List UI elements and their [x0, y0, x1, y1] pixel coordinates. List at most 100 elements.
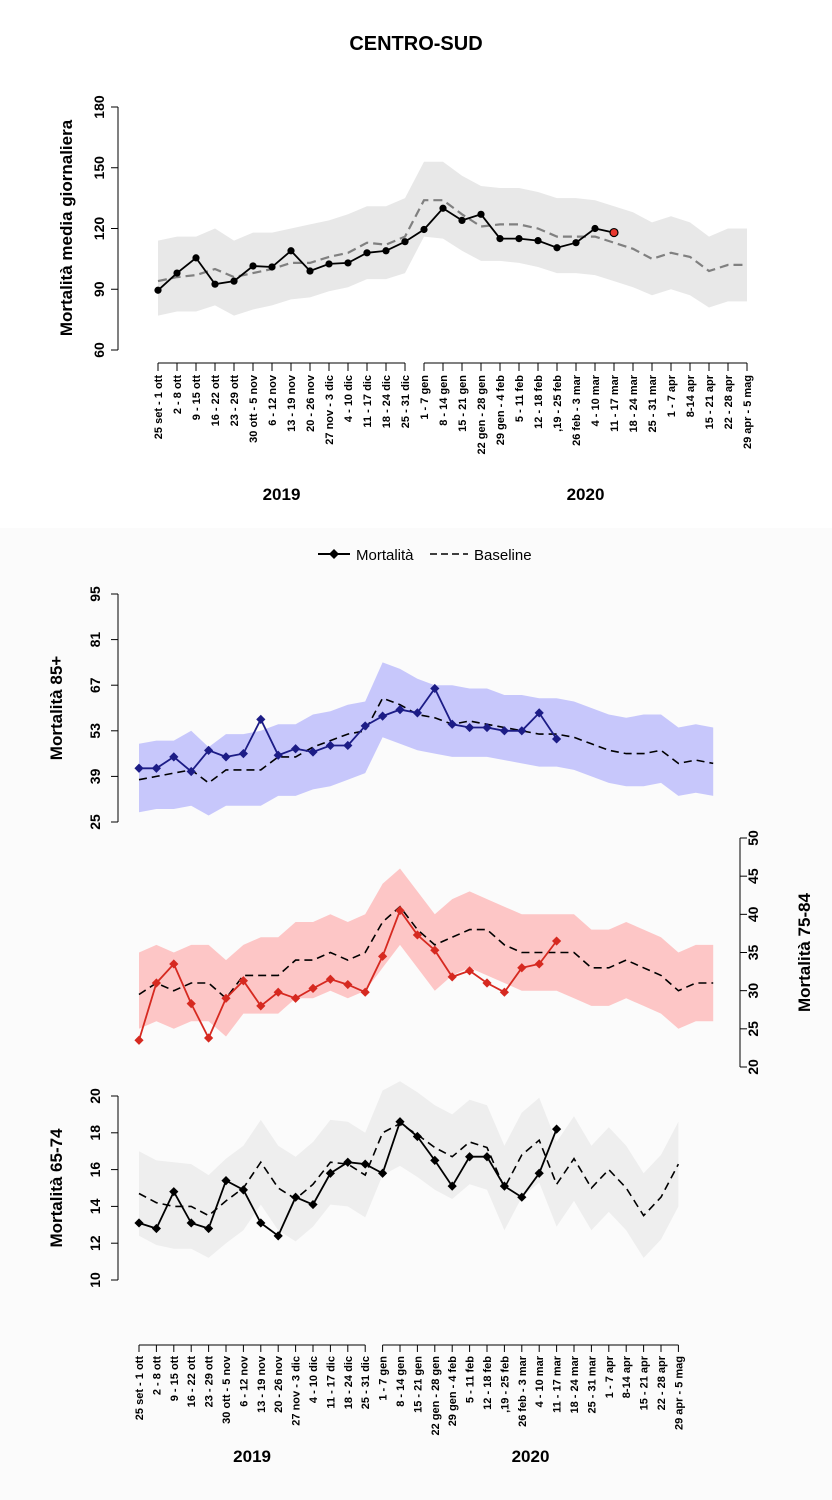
x-tick-label: 29 apr - 5 mag	[742, 375, 754, 449]
data-point	[420, 225, 428, 234]
y-tick-label: 95	[87, 586, 103, 602]
x-tick-label: 27 nov - 3 dic	[291, 1356, 303, 1426]
x-tick-label: 23 - 29 ott	[204, 1356, 216, 1408]
data-point	[552, 936, 562, 946]
data-point	[534, 959, 544, 969]
data-point	[186, 766, 196, 777]
y-tick-label: 10	[87, 1272, 103, 1288]
data-point	[134, 1218, 144, 1228]
data-point	[204, 745, 214, 755]
x-tick-label: 8 - 14 gen	[438, 375, 450, 426]
data-point	[465, 1152, 475, 1162]
highlight-point	[609, 227, 619, 238]
y-tick-label: 18	[87, 1125, 103, 1141]
data-point	[378, 1168, 388, 1178]
data-point	[256, 714, 266, 724]
data-point	[515, 235, 523, 243]
x-tick-label: 18 - 24 dic	[343, 1356, 355, 1409]
data-point	[395, 705, 405, 715]
data-point	[154, 286, 162, 294]
data-point	[221, 1176, 231, 1186]
data-point	[360, 721, 370, 731]
data-point	[291, 1192, 301, 1202]
x-tick-label: 4 - 10 dic	[308, 1356, 320, 1403]
data-point	[343, 979, 353, 990]
data-point	[499, 726, 509, 736]
y-tick-label: 12	[87, 1235, 103, 1251]
legend-mortalita-label: Mortalità	[356, 547, 414, 564]
x-tick-label: ,19 - 25 feb	[552, 375, 564, 432]
data-point	[412, 1131, 422, 1142]
x-tick-label: 26 feb - 3 mar	[517, 1355, 529, 1427]
data-point	[465, 966, 475, 976]
chart-title: CENTRO-SUD	[349, 33, 482, 55]
data-point	[221, 993, 231, 1003]
x-tick-label: 30 ott - 5 nov	[248, 374, 260, 443]
x-tick-label: 25 - 31 dic	[400, 375, 412, 428]
x-tick-label: 26 feb - 3 mar	[571, 374, 583, 446]
data-point	[499, 987, 509, 997]
data-point	[238, 749, 248, 759]
data-point	[401, 238, 409, 246]
x-tick-label: 13 - 19 nov	[286, 374, 298, 432]
x-tick-label: 2 - 8 ott	[172, 375, 184, 414]
data-point	[363, 249, 371, 257]
y-tick-label: 25	[87, 814, 103, 830]
data-point	[273, 987, 283, 997]
x-tick-label: 12 - 18 feb	[533, 375, 545, 429]
x-tick-label: 9 - 15 ott	[191, 375, 203, 421]
y-tick-label: 16	[87, 1162, 103, 1178]
x-tick-label: 12 - 18 feb	[482, 1356, 494, 1410]
data-point	[343, 740, 353, 751]
x-tick-label: 22 gen - 28 gen	[430, 1356, 442, 1436]
x-tick-label: 6 - 12 nov	[267, 374, 279, 426]
x-tick-label: 15 - 21 apr	[704, 374, 716, 429]
x-tick-label: 9 - 15 ott	[169, 1356, 181, 1402]
y-axis-label: Mortalità 65-74	[47, 1128, 66, 1248]
data-point	[552, 734, 562, 744]
y-tick-label: 40	[745, 906, 761, 922]
data-point	[482, 722, 492, 733]
y-tick-label: 90	[91, 281, 107, 297]
data-point	[534, 1168, 544, 1178]
y-tick-label: 45	[745, 868, 761, 884]
x-tick-label: 22 gen - 28 gen	[476, 375, 488, 455]
bottom-chart: Mortalità Baseline 25 39 53 67 81 95 Mortalità 8…	[47, 547, 814, 1466]
y-axis-label: Mortalità 75-84	[795, 892, 814, 1012]
data-point	[169, 752, 179, 762]
data-point	[447, 1181, 457, 1191]
data-point	[169, 1187, 179, 1197]
data-point	[204, 1033, 214, 1043]
y-tick-label: 25	[745, 1021, 761, 1037]
y-tick-label: 180	[91, 95, 107, 119]
y-tick-label: 14	[87, 1198, 103, 1214]
baseline-line	[138, 697, 714, 784]
x-tick-label: 25 set - 1 ott	[134, 1356, 146, 1421]
baseline-line	[157, 199, 747, 283]
data-point	[325, 1168, 335, 1178]
y-tick-label: 35	[745, 945, 761, 961]
x-tick-label: 15 - 21 apr	[639, 1355, 651, 1410]
data-point	[439, 204, 447, 212]
legend-baseline-label: Baseline	[474, 547, 532, 564]
data-point	[134, 1035, 144, 1045]
data-point	[151, 763, 161, 773]
data-point	[395, 905, 405, 916]
x-tick-label: 11 - 17 mar	[609, 374, 621, 432]
data-point	[238, 976, 248, 986]
x-tick-label: 20 - 26 nov	[305, 374, 317, 432]
data-point	[517, 963, 527, 973]
year-label: 2020	[512, 1447, 550, 1466]
data-point	[517, 726, 527, 736]
x-tick-label: 4 - 10 dic	[343, 375, 355, 422]
data-point	[211, 280, 219, 288]
data-point	[412, 708, 422, 718]
year-label: 2020	[567, 485, 605, 504]
data-point	[134, 763, 144, 773]
data-point	[499, 1181, 509, 1191]
data-point	[447, 972, 457, 982]
data-point	[221, 752, 231, 762]
y-tick-label: 120	[91, 217, 107, 241]
x-tick-label: 1 - 7 gen	[419, 375, 431, 420]
